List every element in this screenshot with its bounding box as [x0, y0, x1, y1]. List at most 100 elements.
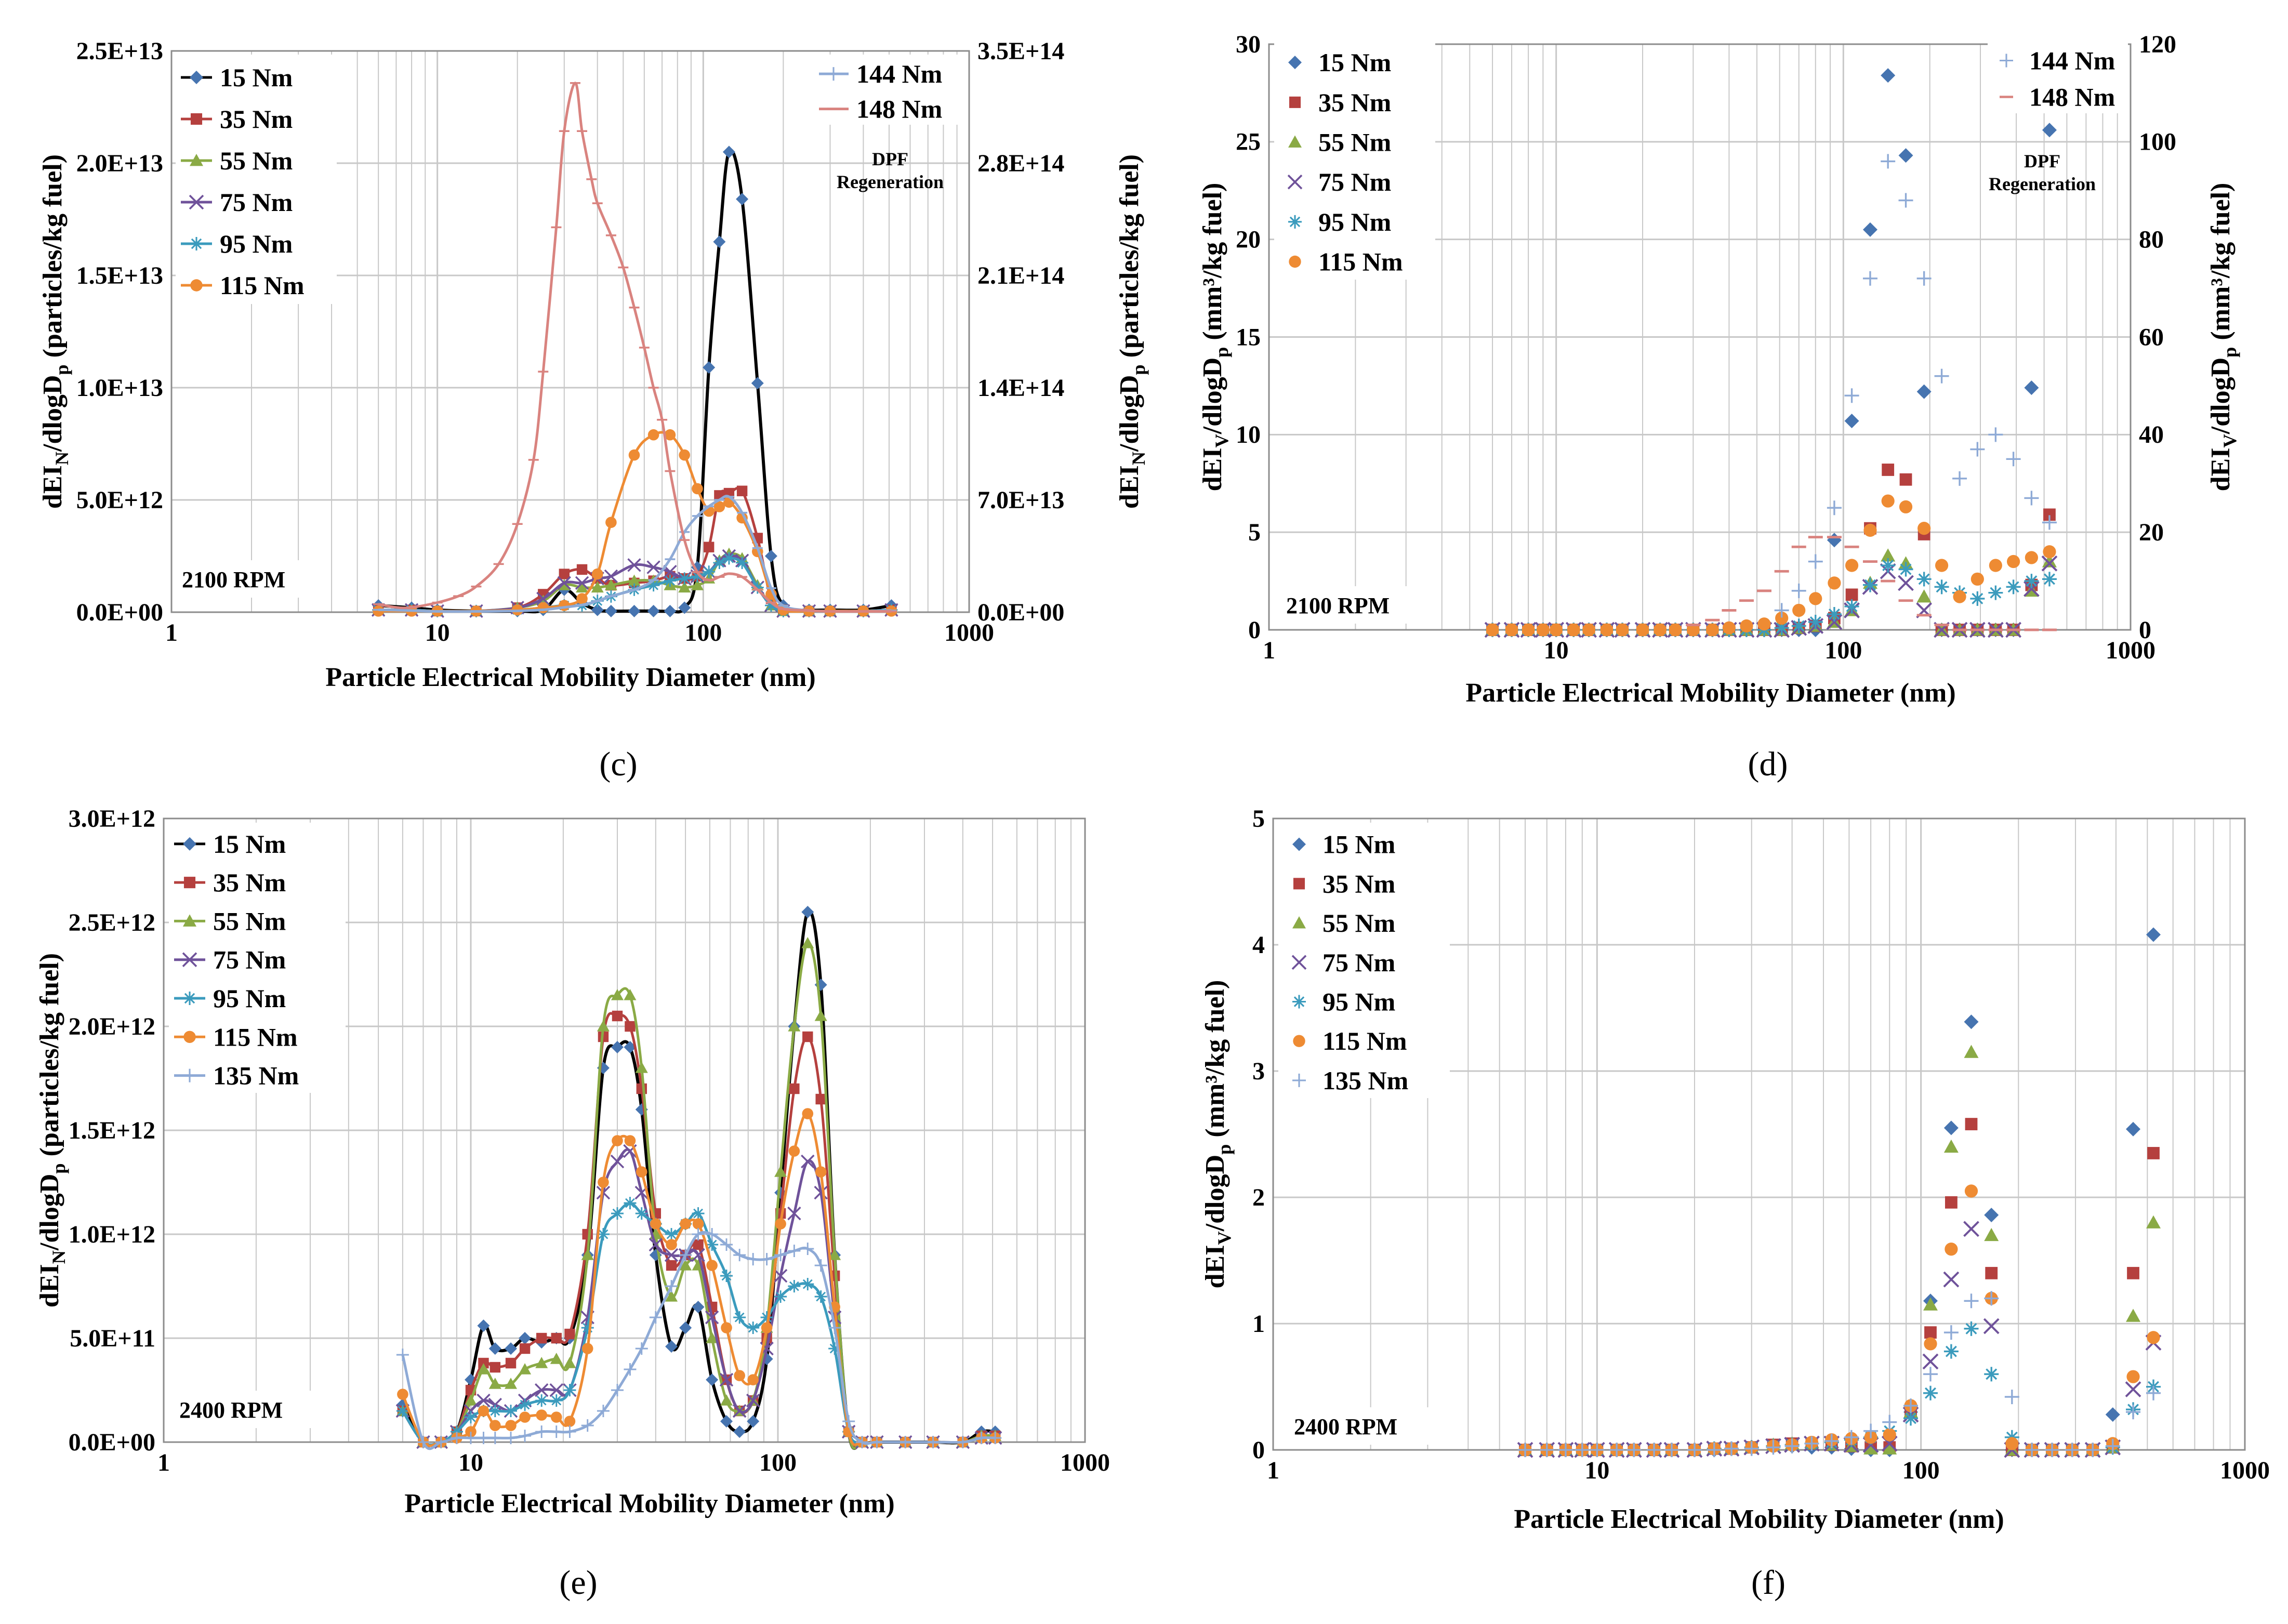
plot-area: [163, 817, 1086, 1443]
point-135-nm: [1518, 1443, 1533, 1457]
series-line-15-nm: [378, 149, 892, 614]
point-95-nm: [733, 1311, 746, 1324]
point-115-nm: [591, 568, 603, 580]
legend-label-35-nm: 35 Nm: [213, 868, 286, 897]
point-95-nm: [519, 1398, 532, 1411]
point-15-nm: [604, 604, 617, 617]
point-55-nm: [2126, 1309, 2141, 1322]
legend-label-135-nm: 135 Nm: [213, 1061, 299, 1090]
point-115-nm: [815, 1166, 827, 1178]
point-95-nm: [465, 1411, 477, 1423]
point-75-nm: [2125, 1381, 2141, 1397]
point-75-nm: [719, 1372, 734, 1387]
x-tick-label: 1: [1263, 637, 1275, 664]
point-135-nm: [563, 1425, 576, 1438]
point-144-nm: [1862, 271, 1877, 286]
point-115-nm: [564, 1416, 576, 1427]
point-75-nm: [664, 1248, 679, 1262]
legend-marker-55-nm: [183, 914, 196, 927]
annotation-box: [1278, 586, 1424, 624]
point-75-nm: [705, 1310, 719, 1325]
series-line-55-nm: [401, 942, 996, 1450]
point-144-nm: [1916, 271, 1932, 286]
point-135-nm: [1724, 1441, 1739, 1456]
point-115-nm: [1740, 619, 1753, 633]
x-tick-label: 10: [458, 1449, 483, 1476]
legend-label-55-nm: 55 Nm: [213, 906, 286, 935]
point-115-nm: [1775, 611, 1789, 625]
legend-label-95-nm: 95 Nm: [220, 229, 293, 258]
point-35-nm: [1899, 473, 1912, 486]
legend-marker-75-nm: [182, 952, 197, 967]
point-75-nm: [604, 569, 618, 584]
point-15-nm: [703, 361, 716, 374]
point-115-nm: [505, 1420, 517, 1431]
point-135-nm: [2105, 1438, 2120, 1454]
point-35-nm: [1845, 588, 1858, 601]
legend-e: 15 Nm 35 Nm 55 Nm 75 Nm 95 Nm 115 Nm 135 Nm: [169, 823, 346, 1093]
point-144-nm: [2042, 515, 2057, 530]
point-15-nm: [647, 604, 660, 617]
point-144-nm: [1988, 427, 2003, 442]
point-35-nm: [536, 1332, 547, 1344]
point-95-nm: [563, 1384, 576, 1396]
point-15-nm: [722, 146, 735, 159]
point-135-nm: [1766, 1440, 1781, 1455]
point-35-nm: [1882, 464, 1895, 476]
point-55-nm: [1923, 1297, 1938, 1311]
point-95-nm: [1923, 1385, 1938, 1401]
point-95-nm: [2006, 579, 2021, 595]
series-135-nm: [1518, 1291, 2161, 1457]
point-55-nm: [550, 1353, 563, 1364]
point-135-nm: [927, 1436, 940, 1448]
point-135-nm: [2085, 1443, 2100, 1457]
legend-marker-15-nm: [1292, 837, 1306, 851]
legend-label-75-nm: 75 Nm: [1322, 948, 1395, 977]
point-115-nm: [1845, 559, 1859, 572]
point-135-nm: [706, 1228, 719, 1240]
y-tick-label: 1.0E+12: [69, 1221, 155, 1248]
point-95-nm: [647, 579, 660, 592]
point-75-nm: [2041, 555, 2058, 572]
point-15-nm: [1881, 68, 1896, 83]
point-135-nm: [1626, 1443, 1642, 1457]
y-tick-label: 1.5E+13: [76, 262, 163, 289]
point-115-nm: [734, 1370, 745, 1381]
point-55-nm: [505, 1378, 518, 1389]
y-axis-label: dEIN​/dlogDp​ (particles/kg fuel): [38, 154, 72, 509]
y-tick-label: 0: [1248, 616, 1261, 644]
legend-marker-144-nm: [2000, 54, 2013, 68]
x-tick-label: 1: [1267, 1457, 1279, 1484]
point-15-nm: [1827, 533, 1842, 548]
legend-marker-35-nm: [1293, 878, 1305, 890]
point-135-nm: [2065, 1443, 2080, 1457]
point-115-nm: [576, 593, 588, 604]
point-115-nm: [1945, 1243, 1958, 1256]
point-115-nm: [1536, 623, 1550, 637]
point-55-nm: [788, 1020, 801, 1032]
point-55-nm: [628, 574, 641, 586]
point-135-nm: [1784, 1438, 1800, 1454]
legend2-d: 144 Nm 148 Nm: [1988, 41, 2128, 113]
y2-axis-label: dEIV​/dlogDp​ (mm³/kg fuel): [2206, 183, 2240, 492]
point-35-nm: [519, 1343, 531, 1354]
point-115-nm: [1917, 522, 1931, 535]
legend-marker-95-nm: [183, 992, 196, 1005]
rpm-annotation: 2400 RPM: [1294, 1414, 1397, 1440]
dpf-note: DPF Regeneration: [1989, 151, 2096, 194]
point-35-nm: [625, 1021, 636, 1032]
point-115-nm: [1705, 623, 1719, 637]
point-115-nm: [1792, 603, 1806, 617]
point-75-nm: [1943, 1271, 1960, 1288]
annotation-box: [174, 560, 320, 598]
y2-tick-label: 2.1E+14: [977, 262, 1064, 289]
point-75-nm: [2024, 580, 2040, 597]
point-135-nm: [679, 1249, 692, 1261]
legend-marker-135-nm: [1292, 1073, 1306, 1087]
point-95-nm: [788, 1280, 801, 1292]
plot-area: [1272, 817, 2246, 1451]
legend-label-35-nm: 35 Nm: [220, 104, 293, 134]
point-135-nm: [2004, 1389, 2019, 1404]
point-135-nm: [899, 1436, 912, 1448]
